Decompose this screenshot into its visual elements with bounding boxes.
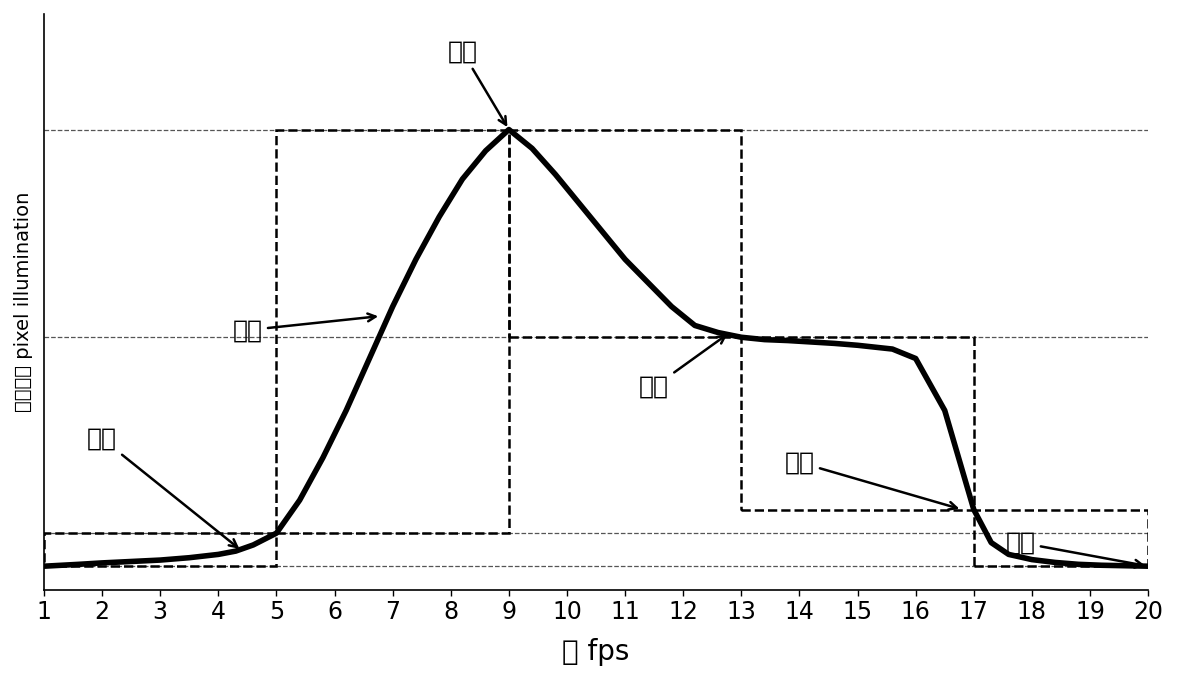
Bar [508,130,742,337]
Text: 触发: 触发 [639,336,725,398]
Text: 触发: 触发 [1005,530,1143,568]
Bar [44,533,277,566]
Text: 触发: 触发 [87,427,238,547]
Bar [277,130,508,533]
Text: 触发: 触发 [784,450,957,509]
Text: 触发: 触发 [232,313,375,342]
Y-axis label: 像素光强 pixel illumination: 像素光强 pixel illumination [14,192,33,412]
Bar [973,509,1148,566]
Bar [742,337,973,509]
Text: 触发: 触发 [447,39,506,124]
X-axis label: 帧 fps: 帧 fps [563,638,630,666]
